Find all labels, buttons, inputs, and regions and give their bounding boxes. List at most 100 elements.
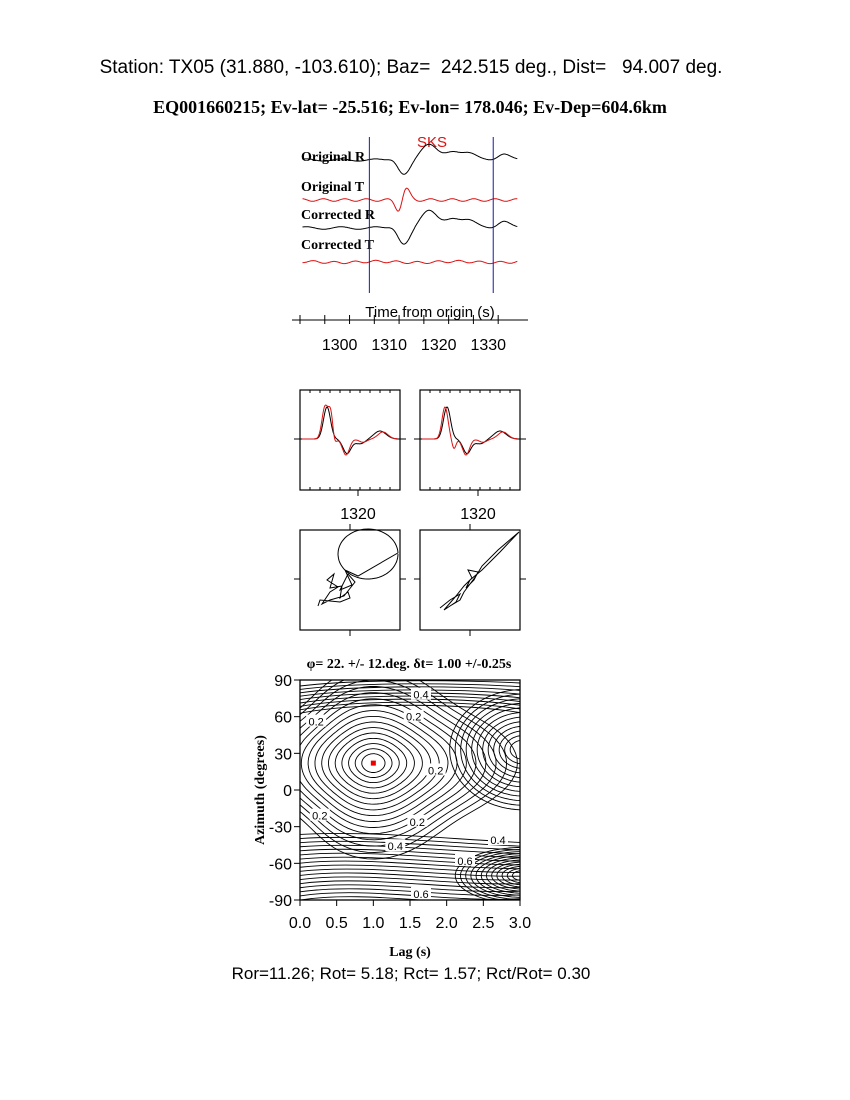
contour bbox=[300, 848, 520, 858]
corrected-r-trace bbox=[302, 209, 518, 245]
contour-label-bg bbox=[425, 763, 446, 776]
corrected-t-trace bbox=[302, 259, 518, 265]
seismogram-panel: SKS Original R Original T Corrected R Co… bbox=[292, 134, 528, 354]
contour bbox=[300, 686, 520, 694]
contour bbox=[300, 840, 520, 851]
contour bbox=[334, 732, 415, 794]
trace-label: Corrected T bbox=[301, 238, 375, 253]
contour-label: 0.2 bbox=[308, 717, 323, 729]
contour-label: 0.2 bbox=[312, 811, 327, 823]
contour bbox=[460, 849, 520, 900]
contour bbox=[300, 692, 520, 701]
tick-label: 1320 bbox=[340, 506, 376, 523]
contour bbox=[480, 857, 520, 894]
x-tick-label: 2.5 bbox=[472, 915, 494, 932]
fast-waveform bbox=[302, 406, 398, 455]
y-tick-label: -30 bbox=[269, 820, 292, 837]
x-tick-label: 0.0 bbox=[289, 915, 311, 932]
x-axis-label: Time from origin (s) bbox=[365, 304, 494, 321]
x-tick-label: 1300 bbox=[322, 337, 358, 354]
contour bbox=[300, 680, 520, 687]
x-tick-label: 1.0 bbox=[362, 915, 384, 932]
x-axis-label: Lag (s) bbox=[389, 945, 431, 960]
contour bbox=[300, 896, 429, 900]
contour bbox=[314, 715, 440, 811]
contour bbox=[300, 695, 520, 704]
contour bbox=[460, 698, 520, 802]
particle-motion-panels bbox=[294, 524, 526, 636]
particle-motion-path bbox=[317, 528, 399, 607]
contour-label-bg bbox=[411, 687, 431, 700]
original-waveform-frame bbox=[299, 389, 401, 491]
y-tick-label: 90 bbox=[274, 673, 292, 690]
contour bbox=[300, 701, 520, 711]
contour bbox=[470, 853, 520, 898]
y-axis-label: Azimuth (degrees) bbox=[253, 735, 268, 845]
y-tick-label: -60 bbox=[269, 856, 292, 873]
contour bbox=[493, 725, 520, 774]
contour bbox=[300, 860, 520, 870]
contour bbox=[300, 704, 520, 714]
contour bbox=[307, 710, 449, 817]
contour bbox=[486, 859, 520, 892]
contour bbox=[509, 739, 520, 760]
contour bbox=[348, 743, 400, 784]
contour bbox=[328, 727, 423, 800]
contour bbox=[465, 702, 520, 797]
contour bbox=[300, 689, 520, 697]
contour bbox=[454, 693, 520, 806]
contour bbox=[496, 863, 520, 888]
contour bbox=[476, 712, 520, 788]
contour-label: 0.4 bbox=[413, 690, 428, 702]
contour bbox=[354, 748, 393, 778]
contour-label-bg bbox=[385, 839, 406, 852]
contour-lines: 0.4 0.2 0.2 0.2 0.2 0.2 0.4 0.4 0.6 0.6 bbox=[300, 680, 520, 915]
original-r-trace bbox=[302, 143, 518, 175]
contour-label: 0.6 bbox=[457, 856, 472, 868]
x-tick-label: 1320 bbox=[421, 337, 457, 354]
x-tick-label: 2.0 bbox=[436, 915, 458, 932]
contour bbox=[482, 716, 520, 783]
station-info: Station: TX05 (31.880, -103.610); Baz= 2… bbox=[99, 57, 723, 78]
contour bbox=[300, 868, 520, 877]
contour bbox=[491, 861, 520, 890]
slow-waveform bbox=[302, 404, 398, 456]
contour bbox=[300, 683, 520, 690]
contour bbox=[504, 735, 520, 765]
contour bbox=[300, 892, 520, 900]
contour bbox=[501, 865, 520, 886]
tick-label: 1320 bbox=[460, 506, 496, 523]
contour-label-bg bbox=[309, 808, 330, 821]
x-tick-label: 0.5 bbox=[326, 915, 348, 932]
y-tick-label: 60 bbox=[274, 710, 292, 727]
waveform-comparison-panels: 1320 1320 bbox=[294, 389, 526, 523]
contour-label-bg bbox=[407, 814, 428, 827]
phase-label: SKS bbox=[417, 134, 447, 151]
x-tick-label: 1310 bbox=[371, 337, 407, 354]
original-t-trace bbox=[302, 187, 518, 212]
contour bbox=[300, 884, 520, 893]
grid-title: φ= 22. +/- 12.deg. δt= 1.00 +/-0.25s bbox=[307, 657, 512, 672]
contour bbox=[475, 855, 520, 896]
trace-label: Original R bbox=[301, 150, 366, 165]
contour-label: 0.4 bbox=[490, 835, 505, 847]
contour bbox=[449, 689, 520, 811]
contour-label-bg bbox=[403, 709, 424, 722]
contour bbox=[300, 909, 520, 915]
contour-label: 0.2 bbox=[406, 712, 421, 724]
particle-motion-path bbox=[439, 531, 520, 611]
x-tick-label: 1330 bbox=[470, 337, 506, 354]
event-info: EQ001660215; Ev-lat= -25.516; Ev-lon= 17… bbox=[153, 97, 667, 117]
x-tick-label: 3.0 bbox=[509, 915, 531, 932]
corrected-waveform-frame bbox=[419, 389, 521, 491]
contour-label-bg bbox=[455, 853, 475, 866]
y-tick-label: -90 bbox=[269, 893, 292, 910]
contour-label: 0.6 bbox=[413, 889, 428, 901]
contour bbox=[300, 856, 520, 866]
contour bbox=[361, 753, 386, 773]
trace-label: Original T bbox=[301, 180, 365, 195]
ratio-info: Ror=11.26; Rot= 5.18; Rct= 1.57; Rct/Rot… bbox=[231, 964, 591, 983]
fast-waveform bbox=[422, 406, 518, 455]
energy-grid-panel: φ= 22. +/- 12.deg. δt= 1.00 +/-0.25s Lag… bbox=[253, 657, 531, 960]
